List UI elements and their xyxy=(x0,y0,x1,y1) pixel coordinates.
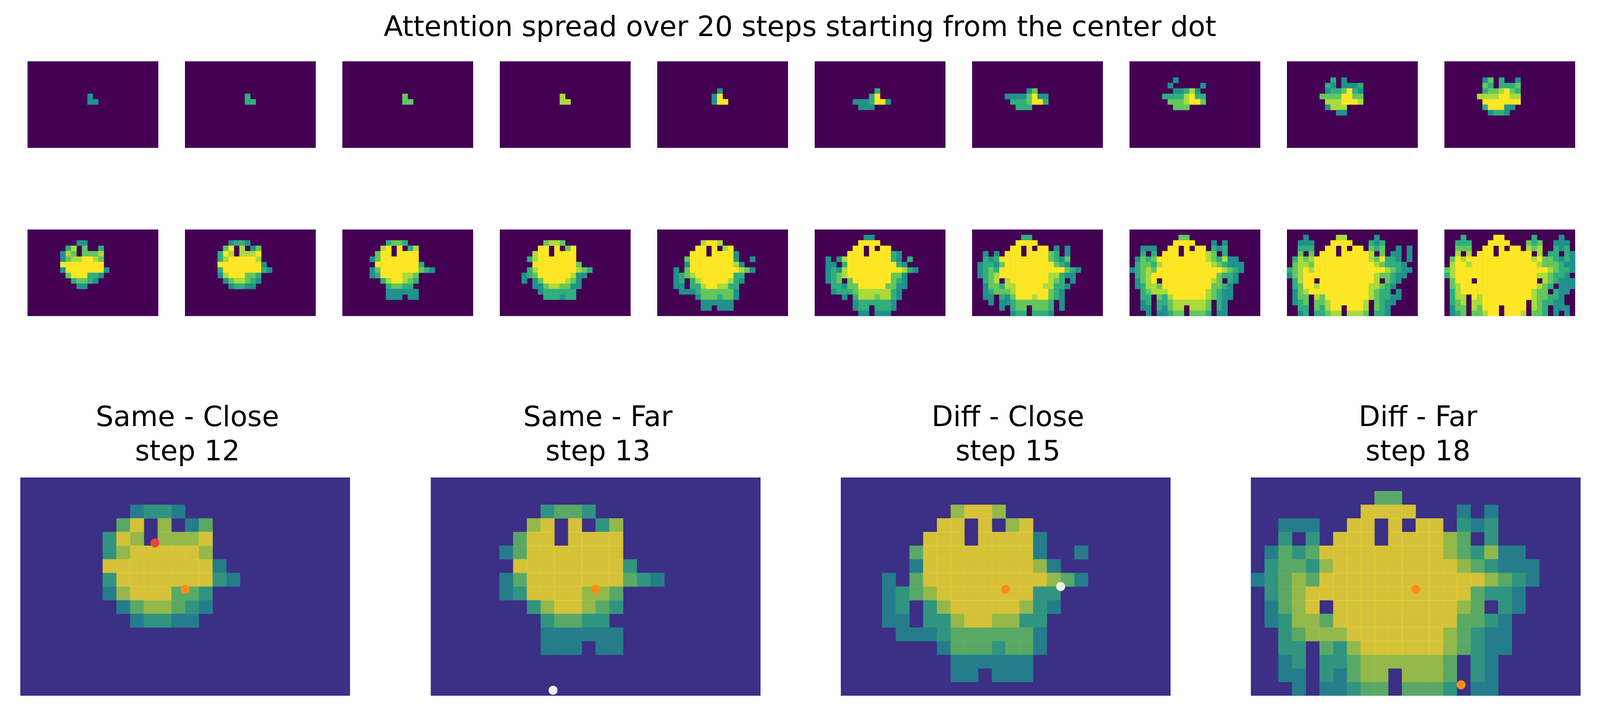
svg-text:step 13: step 13 xyxy=(545,434,651,468)
svg-text:step 12: step 12 xyxy=(134,434,240,468)
svg-text:step 15: step 15 xyxy=(955,434,1061,468)
svg-text:Same - Close: Same - Close xyxy=(95,400,280,434)
svg-text:Diff - Far: Diff - Far xyxy=(1358,400,1478,434)
svg-text:Diff - Close: Diff - Close xyxy=(931,400,1084,434)
svg-text:Attention spread over 20 steps: Attention spread over 20 steps starting … xyxy=(383,9,1217,43)
svg-text:step 18: step 18 xyxy=(1365,434,1471,468)
svg-text:Same - Far: Same - Far xyxy=(523,400,674,434)
